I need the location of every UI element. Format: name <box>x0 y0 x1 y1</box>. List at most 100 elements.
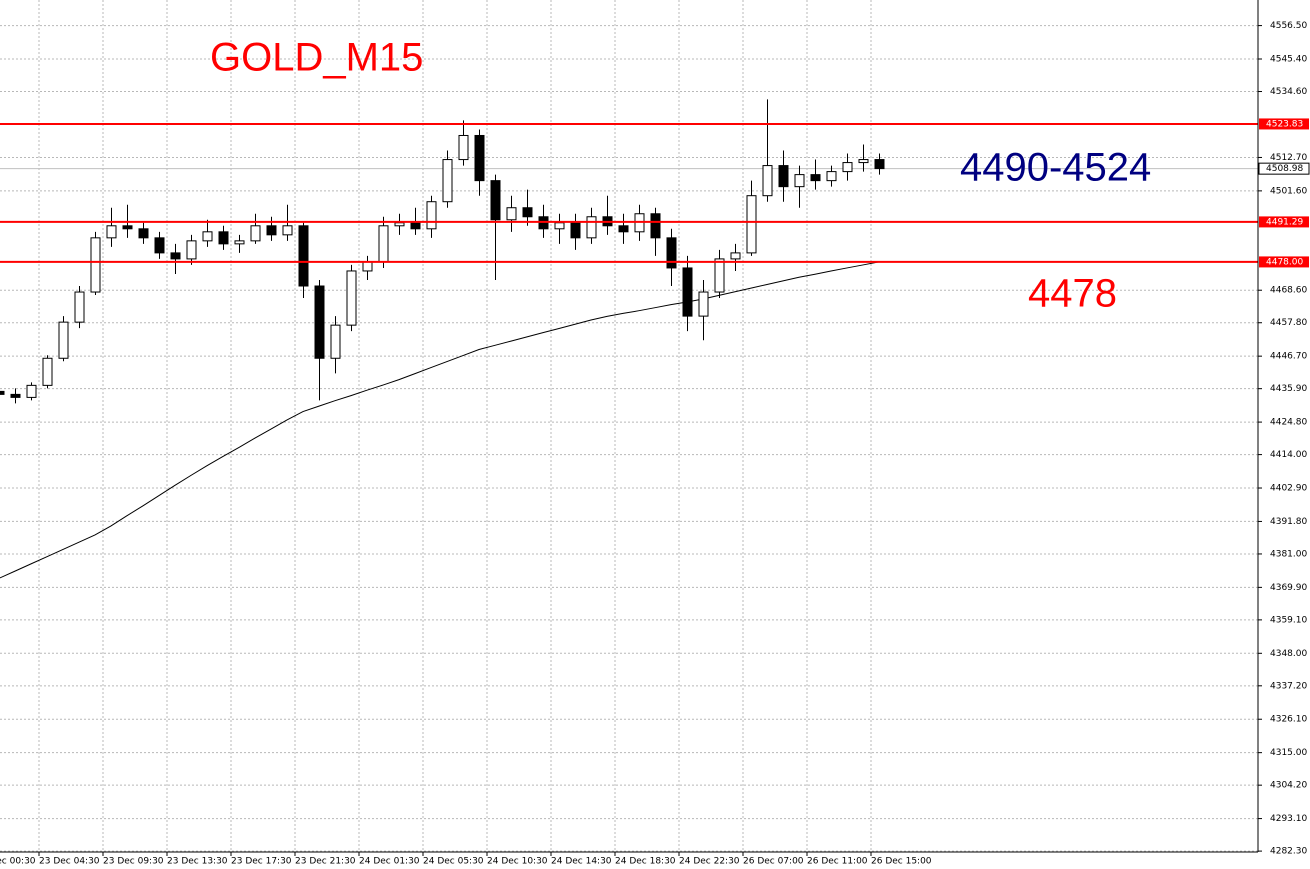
y-tick-label: 4501.60 <box>1270 186 1307 196</box>
level-tag <box>1259 256 1309 268</box>
level-tag <box>1259 118 1309 130</box>
last-price-label: 4508.98 <box>1266 164 1303 174</box>
y-tick-label: 4424.80 <box>1270 418 1307 428</box>
y-tick-label: 4381.00 <box>1270 549 1307 559</box>
y-tick-label: 4326.10 <box>1270 715 1307 725</box>
candle-body <box>426 201 437 230</box>
y-tick-label: 4545.40 <box>1270 55 1307 65</box>
last-price-tag <box>1258 162 1310 175</box>
y-tick-label: 4369.90 <box>1270 583 1307 593</box>
y-tick-label: 4534.60 <box>1270 87 1307 97</box>
candle-body <box>666 237 677 269</box>
candle-body <box>506 207 517 221</box>
candle-body <box>730 252 741 260</box>
candle-body <box>90 237 101 293</box>
candle-body <box>58 321 69 359</box>
y-tick-label: 4304.20 <box>1270 781 1307 791</box>
candle-body <box>778 165 789 188</box>
x-tick-label: 23 Dec 09:30 <box>103 857 164 867</box>
axis-labels: 4556.50 4545.40 4534.60 4512.70 4501.60 4468.… <box>0 21 1310 867</box>
level-label: 4523.83 <box>1266 119 1303 129</box>
x-tick-label: 23 Dec 00:30 <box>0 857 36 867</box>
y-tick-label: 4391.80 <box>1270 517 1307 527</box>
y-tick-label: 4556.50 <box>1270 21 1307 31</box>
candle-body <box>746 195 757 254</box>
annotation: 4478 <box>1028 272 1117 316</box>
y-tick-label: 4293.10 <box>1270 814 1307 824</box>
y-tick-label: 4359.10 <box>1270 615 1307 625</box>
y-tick-label: 4457.80 <box>1270 318 1307 328</box>
candle-body <box>266 225 277 236</box>
x-tick-label: 26 Dec 07:00 <box>743 857 804 867</box>
x-tick-label: 23 Dec 13:30 <box>167 857 228 867</box>
candle-body <box>250 225 261 242</box>
chart-title: GOLD_M15 <box>210 36 423 80</box>
y-tick-label: 4402.90 <box>1270 484 1307 494</box>
y-tick-label: 4282.30 <box>1270 847 1307 857</box>
candle-body <box>554 222 565 230</box>
moving-average <box>0 261 880 579</box>
candle-body <box>346 270 357 326</box>
candle-body <box>874 159 885 170</box>
candle-body <box>122 225 133 230</box>
candle-body <box>474 134 485 182</box>
grid <box>0 0 1258 852</box>
candle-body <box>106 225 117 239</box>
y-tick-label: 4414.00 <box>1270 450 1307 460</box>
y-tick-label: 4348.00 <box>1270 649 1307 659</box>
candle-body <box>10 393 21 398</box>
candle-body <box>362 261 373 272</box>
y-tick-label: 4315.00 <box>1270 748 1307 758</box>
x-tick-label: 24 Dec 14:30 <box>551 857 612 867</box>
candle-body <box>26 384 37 398</box>
candle-body <box>42 357 53 386</box>
candle-body <box>74 291 85 323</box>
candle-body <box>378 225 389 263</box>
candle-body <box>458 134 469 161</box>
plot-area <box>0 99 1258 579</box>
candle-body <box>186 240 197 260</box>
candle-body <box>298 225 309 287</box>
candle-body <box>794 174 805 188</box>
candle-body <box>682 267 693 317</box>
x-tick-label: 24 Dec 01:30 <box>359 857 420 867</box>
x-tick-label: 24 Dec 05:30 <box>423 857 484 867</box>
y-tick-label: 4446.70 <box>1270 352 1307 362</box>
candle-body <box>282 225 293 236</box>
candle-body <box>570 222 581 239</box>
candle-body <box>618 225 629 233</box>
candle-body <box>810 174 821 182</box>
candle-body <box>522 207 533 218</box>
candle-body <box>170 252 181 260</box>
candle-body <box>698 291 709 317</box>
level-tag <box>1259 216 1309 228</box>
candle-body <box>410 222 421 230</box>
x-tick-label: 24 Dec 10:30 <box>487 857 548 867</box>
candle-body <box>714 258 725 293</box>
level-label: 4478.00 <box>1266 257 1303 267</box>
x-tick-label: 24 Dec 18:30 <box>615 857 676 867</box>
candle-body <box>202 231 213 242</box>
x-tick-label: 24 Dec 22:30 <box>679 857 740 867</box>
candle-body <box>330 324 341 359</box>
candle-body <box>762 165 773 197</box>
candle-body <box>442 159 453 203</box>
x-tick-label: 23 Dec 17:30 <box>231 857 292 867</box>
y-tick-label: 4435.90 <box>1270 384 1307 394</box>
candle-body <box>138 228 149 239</box>
candle-body <box>858 159 869 164</box>
y-tick-label: 4468.60 <box>1270 286 1307 296</box>
x-tick-label: 23 Dec 04:30 <box>39 857 100 867</box>
candle-body <box>586 216 597 239</box>
x-tick-label: 26 Dec 15:00 <box>871 857 932 867</box>
candle-body <box>490 180 501 221</box>
candle-body <box>842 162 853 173</box>
candle-body <box>218 231 229 245</box>
x-tick-label: 23 Dec 21:30 <box>295 857 356 867</box>
candle-body <box>0 390 5 395</box>
candle-body <box>394 222 405 227</box>
x-tick-label: 26 Dec 11:00 <box>807 857 868 867</box>
y-tick-label: 4512.70 <box>1270 153 1307 163</box>
candle-body <box>650 213 661 239</box>
